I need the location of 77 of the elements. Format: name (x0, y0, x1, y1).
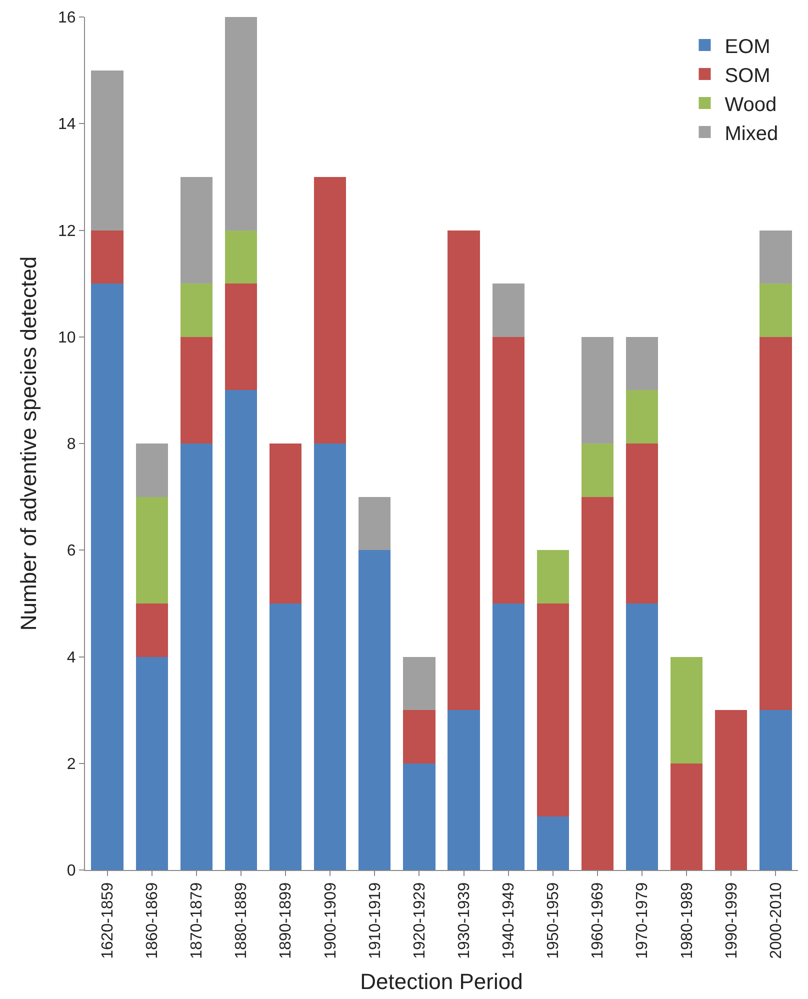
bar (492, 603, 524, 870)
bar (536, 603, 569, 817)
bar (91, 284, 124, 870)
bar (715, 710, 748, 870)
bar (224, 17, 258, 230)
x-tick-label: 1920-1929 (411, 882, 428, 959)
x-tick-label: 1900-1909 (322, 882, 340, 959)
bar (760, 710, 792, 870)
bar (760, 336, 792, 710)
y-tick-label: 4 (66, 649, 76, 666)
x-tick-label: 1960-1969 (590, 882, 607, 959)
legend-label: SOM (724, 64, 770, 87)
x-tick-label: 1930-1939 (456, 882, 473, 959)
bar (403, 710, 436, 764)
bar (403, 763, 436, 870)
bar (91, 70, 124, 230)
legend-label: EOM (724, 36, 770, 58)
bar (626, 603, 658, 870)
bar (581, 336, 614, 444)
y-axis-title: Number of adventive species detected (16, 256, 41, 631)
bar (358, 550, 391, 870)
bar (448, 230, 480, 710)
bar (403, 656, 436, 710)
bar (136, 444, 168, 497)
bar (536, 550, 569, 604)
y-tick-label: 2 (66, 756, 76, 773)
bar (492, 336, 524, 604)
bar (180, 336, 212, 444)
bar (224, 390, 258, 870)
x-tick-label: 1890-1899 (278, 882, 295, 959)
x-tick-label: 1620-1859 (99, 882, 116, 959)
x-tick-label: 1940-1949 (500, 882, 518, 959)
x-axis-title: Detection Period (360, 968, 523, 994)
x-tick-label: 1980-1989 (678, 882, 696, 959)
bar (581, 496, 614, 870)
y-tick-label: 12 (58, 222, 76, 240)
x-tick-label: 1990-1999 (723, 882, 740, 959)
y-tick-label: 16 (58, 10, 76, 27)
bar (492, 284, 524, 337)
bar (180, 176, 212, 284)
x-tick-label: 1910-1919 (366, 882, 384, 959)
bar (760, 284, 792, 337)
legend-label: Wood (724, 94, 777, 116)
bar (91, 230, 124, 284)
x-tick-label: 1860-1869 (144, 882, 162, 959)
bar (448, 710, 480, 870)
y-tick-label: 0 (66, 862, 76, 880)
y-tick-label: 10 (58, 329, 76, 346)
x-tick-label: 1950-1959 (545, 882, 562, 959)
bar (180, 444, 212, 870)
bar (581, 444, 614, 497)
bar (358, 496, 391, 550)
bar (626, 336, 658, 390)
bar (626, 390, 658, 444)
bar (269, 444, 302, 604)
y-tick-label: 14 (58, 116, 76, 134)
bar (224, 284, 258, 390)
bar (180, 284, 212, 337)
x-tick-label: 1970-1979 (634, 882, 652, 959)
bar (670, 656, 703, 764)
x-tick-label: 1870-1879 (188, 882, 206, 959)
bar (136, 656, 168, 870)
bar (136, 603, 168, 657)
bar (670, 763, 703, 870)
x-tick-label: 2000-2010 (768, 882, 785, 959)
bar (314, 444, 346, 870)
bar (224, 230, 258, 284)
x-tick-label: 1880-1889 (233, 882, 250, 959)
bar (626, 444, 658, 604)
bar (314, 176, 346, 444)
bar (136, 496, 168, 604)
bar (760, 230, 792, 284)
y-tick-label: 6 (66, 542, 76, 560)
bar (269, 603, 302, 870)
bar (536, 816, 569, 870)
legend-label: Mixed (724, 122, 778, 145)
y-tick-label: 8 (66, 436, 76, 454)
